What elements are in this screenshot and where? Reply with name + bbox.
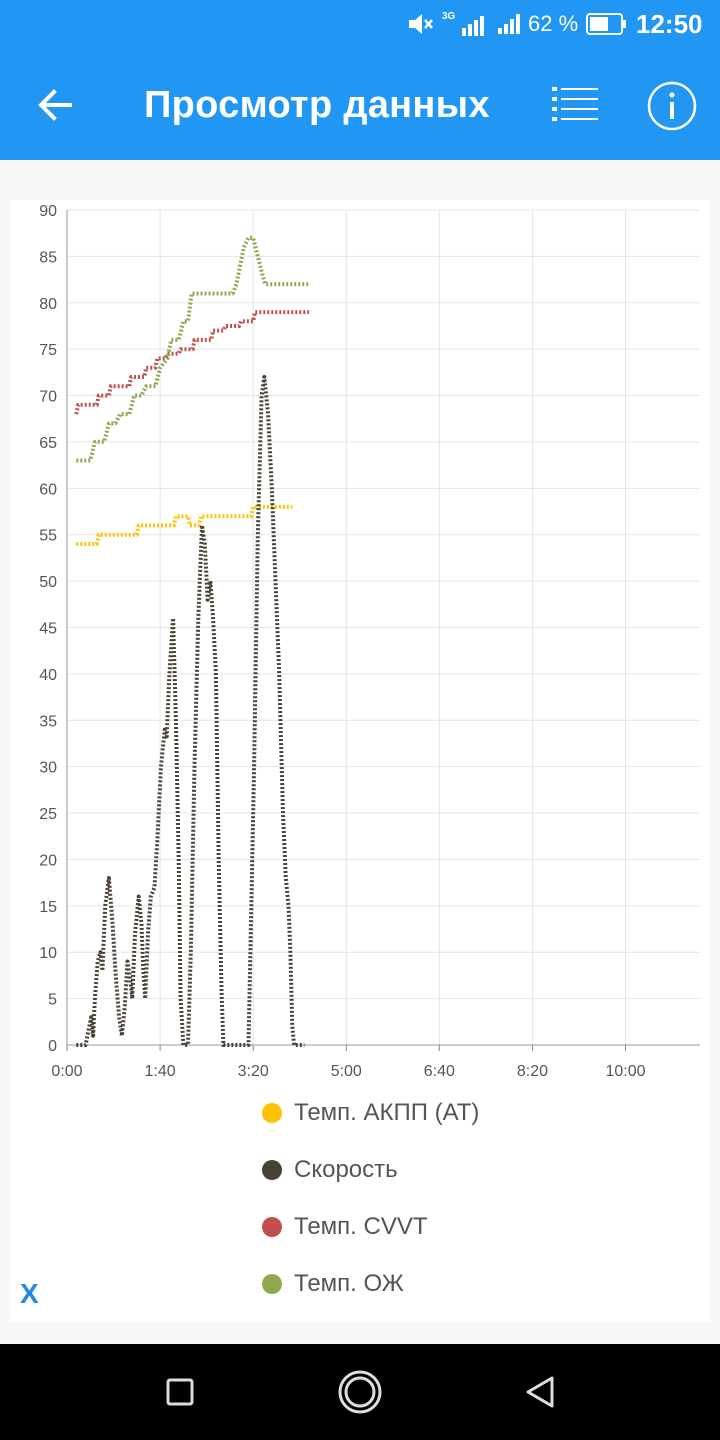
status-bar: 3G 62 % 12:50 — [0, 0, 720, 48]
legend-dot-icon — [262, 1217, 282, 1237]
legend-label: Темп. CVVT — [294, 1213, 428, 1240]
y-tick-label: 85 — [39, 249, 57, 266]
y-tick-label: 40 — [39, 667, 57, 684]
y-tick-label: 15 — [39, 899, 57, 916]
legend-item-akpp: Темп. АКПП (АТ) — [262, 1095, 479, 1131]
y-tick-label: 75 — [39, 342, 57, 359]
series-line-2 — [74, 310, 309, 415]
battery-icon — [586, 0, 628, 48]
legend-item-speed: Скорость — [262, 1152, 398, 1188]
x-tick-label: 10:00 — [606, 1063, 646, 1080]
legend-item-coolant: Темп. ОЖ — [262, 1266, 404, 1302]
legend-item-cvvt: Темп. CVVT — [262, 1209, 428, 1245]
x-tick-label: 6:40 — [424, 1063, 455, 1080]
arrow-back-icon — [38, 89, 72, 121]
x-tick-label: 0:00 — [51, 1063, 82, 1080]
y-tick-label: 90 — [39, 203, 57, 220]
series-line-1 — [76, 375, 305, 1047]
x-tick-label: 5:00 — [331, 1063, 362, 1080]
triangle-back-icon — [526, 1376, 554, 1408]
y-tick-label: 30 — [39, 760, 57, 777]
list-icon — [552, 87, 598, 121]
chart[interactable]: 0 5 10 15 20 25 30 35 40 45 50 55 60 65 70 75 80 85 90 0:00… — [10, 200, 710, 1100]
y-tick-label: 10 — [39, 945, 57, 962]
legend-label: Темп. АКПП (АТ) — [294, 1099, 480, 1126]
x-tick-label: 1:40 — [145, 1063, 176, 1080]
y-tick-label: 20 — [39, 852, 57, 869]
circle-icon — [338, 1370, 382, 1414]
network-type-label: 3G — [442, 11, 456, 22]
y-tick-label: 80 — [39, 296, 57, 313]
legend-label: Темп. ОЖ — [294, 1270, 404, 1297]
navigation-bar — [0, 1344, 720, 1440]
info-button[interactable] — [646, 80, 698, 132]
y-tick-label: 5 — [48, 992, 57, 1009]
chart-card: 0 5 10 15 20 25 30 35 40 45 50 55 60 65 70 75 80 85 90 0:00… — [10, 200, 710, 1322]
y-tick-label: 25 — [39, 806, 57, 823]
recent-apps-button[interactable] — [160, 1372, 200, 1412]
y-tick-label: 35 — [39, 713, 57, 730]
legend-label: Скорость — [294, 1156, 398, 1183]
y-tick-label: 0 — [48, 1038, 57, 1055]
info-icon — [647, 81, 697, 131]
signal-icon — [496, 0, 522, 48]
y-tick-label: 60 — [39, 481, 57, 498]
legend-dot-icon — [262, 1103, 282, 1123]
page-title: Просмотр данных — [144, 84, 490, 126]
mute-icon — [406, 0, 434, 48]
clock: 12:50 — [636, 8, 703, 39]
x-tick-label: 8:20 — [517, 1063, 548, 1080]
y-tick-label: 45 — [39, 621, 57, 638]
home-button[interactable] — [335, 1368, 385, 1418]
y-tick-label: 55 — [39, 528, 57, 545]
y-tick-label: 70 — [39, 389, 57, 406]
x-tick-label: 3:20 — [238, 1063, 269, 1080]
legend-dot-icon — [262, 1274, 282, 1294]
square-icon — [166, 1378, 194, 1406]
list-button[interactable] — [550, 84, 602, 126]
series-line-3 — [76, 235, 309, 463]
app-bar: Просмотр данных — [0, 48, 720, 160]
series-line-0 — [76, 504, 293, 546]
close-button[interactable]: X — [20, 1278, 39, 1309]
back-button[interactable] — [30, 80, 80, 130]
y-tick-label: 50 — [39, 574, 57, 591]
signal-3g-icon: 3G — [442, 0, 492, 48]
battery-percent: 62 % — [528, 11, 579, 36]
back-nav-button[interactable] — [520, 1372, 560, 1412]
y-tick-label: 65 — [39, 435, 57, 452]
legend-dot-icon — [262, 1160, 282, 1180]
